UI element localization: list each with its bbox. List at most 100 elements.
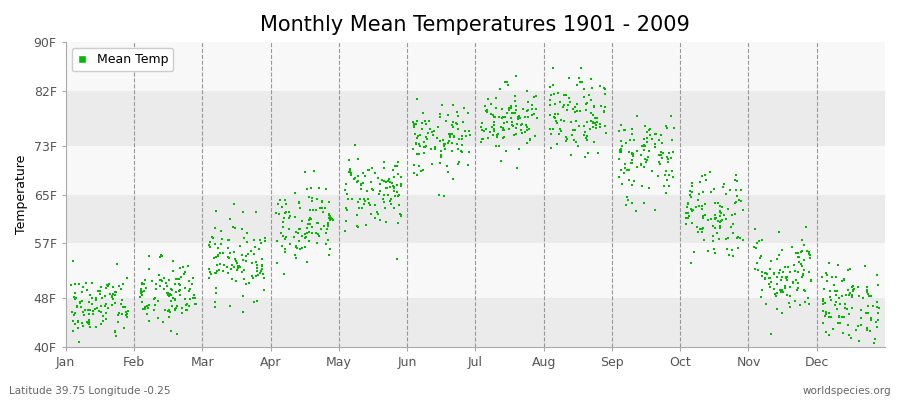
Point — [802, 301, 816, 307]
Point — [484, 111, 499, 117]
Point — [273, 196, 287, 203]
Point — [491, 114, 506, 120]
Point — [819, 310, 833, 317]
Point — [611, 174, 625, 180]
Point — [239, 239, 254, 245]
Point — [728, 200, 742, 206]
Point — [208, 240, 222, 247]
Point — [121, 308, 135, 314]
Point — [351, 224, 365, 230]
Point — [433, 114, 447, 121]
Point — [284, 212, 298, 219]
Point — [580, 132, 594, 139]
Point — [508, 103, 523, 110]
Point — [137, 288, 151, 294]
Point — [730, 177, 744, 184]
Point — [478, 103, 492, 110]
Point — [91, 288, 105, 294]
Point — [575, 78, 590, 85]
Point — [500, 118, 514, 125]
Point — [796, 287, 811, 294]
Point — [276, 218, 291, 225]
Point — [244, 248, 258, 254]
Point — [707, 212, 722, 218]
Point — [163, 308, 177, 315]
Point — [354, 186, 368, 192]
Point — [170, 331, 184, 337]
Point — [310, 240, 325, 246]
Point — [151, 272, 166, 278]
Point — [797, 257, 812, 264]
Point — [860, 310, 874, 316]
Point — [169, 289, 184, 296]
Point — [292, 238, 306, 244]
Point — [433, 111, 447, 117]
Point — [864, 314, 878, 321]
Point — [693, 179, 707, 186]
Point — [659, 168, 673, 174]
Point — [163, 290, 177, 297]
Bar — [66, 194, 885, 243]
Point — [842, 311, 856, 317]
Point — [619, 140, 634, 146]
Point — [789, 250, 804, 256]
Point — [255, 266, 269, 272]
Point — [579, 135, 593, 142]
Point — [585, 85, 599, 92]
Point — [324, 215, 338, 222]
Point — [492, 143, 507, 149]
Point — [446, 124, 460, 130]
Point — [584, 118, 598, 124]
Point — [149, 280, 164, 287]
Point — [179, 307, 194, 314]
Point — [173, 282, 187, 288]
Point — [289, 244, 303, 250]
Point — [430, 135, 445, 141]
Point — [392, 171, 406, 178]
Point — [236, 209, 250, 216]
Point — [474, 139, 489, 146]
Point — [682, 213, 697, 219]
Point — [338, 186, 353, 193]
Point — [499, 148, 513, 154]
Point — [520, 88, 535, 94]
Point — [590, 115, 605, 121]
Point — [626, 150, 640, 157]
Point — [407, 121, 421, 127]
Point — [66, 328, 80, 334]
Point — [569, 139, 583, 146]
Point — [459, 133, 473, 140]
Point — [579, 107, 593, 113]
Point — [81, 311, 95, 317]
Point — [684, 260, 698, 266]
Point — [625, 182, 639, 188]
Point — [441, 140, 455, 147]
Point — [696, 172, 710, 179]
Point — [93, 288, 107, 294]
Point — [685, 208, 699, 214]
Point — [451, 126, 465, 133]
Point — [135, 279, 149, 286]
Point — [202, 266, 216, 272]
Point — [180, 300, 194, 307]
Point — [783, 284, 797, 290]
Point — [599, 129, 614, 136]
Point — [451, 112, 465, 119]
Point — [249, 209, 264, 216]
Point — [189, 301, 203, 307]
Point — [829, 292, 843, 298]
Point — [247, 299, 261, 305]
Point — [572, 79, 587, 85]
Point — [520, 108, 535, 114]
Point — [99, 300, 113, 307]
Point — [802, 269, 816, 275]
Point — [407, 170, 421, 176]
Point — [484, 101, 499, 107]
Point — [431, 124, 446, 130]
Point — [256, 263, 270, 269]
Point — [159, 290, 174, 296]
Point — [75, 298, 89, 305]
Point — [119, 308, 133, 315]
Point — [230, 262, 245, 269]
Point — [640, 134, 654, 141]
